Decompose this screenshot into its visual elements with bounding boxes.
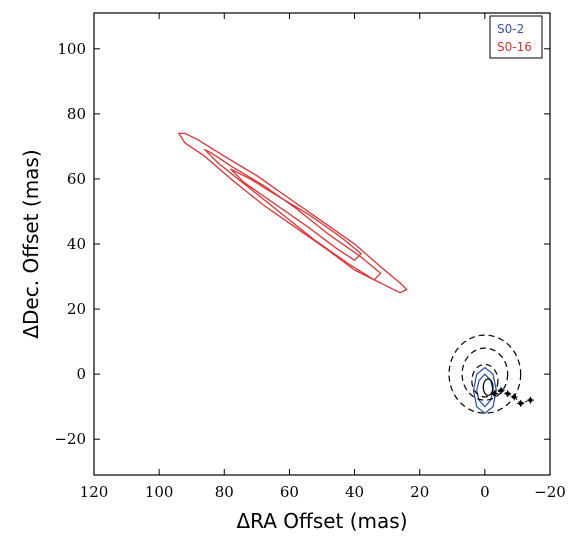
y-tick-label: 60 <box>67 170 86 188</box>
y-tick-label: 20 <box>67 300 86 318</box>
x-axis-label: ΔRA Offset (mas) <box>236 509 407 533</box>
s0-2-contour-2 <box>476 373 494 408</box>
s0-16-contour-3 <box>230 168 362 261</box>
x-tick-label: 20 <box>410 483 429 501</box>
x-tick-label: 0 <box>480 483 490 501</box>
y-tick-label: 40 <box>67 235 86 253</box>
y-tick-label: 80 <box>67 105 86 123</box>
x-tick-label: −20 <box>534 483 566 501</box>
reference-point-6 <box>526 396 534 404</box>
reference-point-3 <box>504 390 512 398</box>
reference-point-2 <box>497 386 505 394</box>
y-tick-label: 0 <box>76 365 86 383</box>
reference-ellipse-4 <box>482 378 494 396</box>
s0-16-contour-2 <box>204 148 382 281</box>
x-tick-label: 60 <box>280 483 299 501</box>
s0-2-contour-1 <box>472 366 497 414</box>
x-tick-label: 80 <box>215 483 234 501</box>
plot-frame <box>93 12 551 476</box>
reference-point-4 <box>510 393 518 401</box>
x-tick-label: 120 <box>80 483 109 501</box>
y-tick-label: 100 <box>57 40 86 58</box>
legend-entry-s0-2: S0-2 <box>497 22 524 36</box>
plot-area <box>178 132 534 414</box>
x-tick-label: 100 <box>145 483 174 501</box>
legend-entry-s0-16: S0-16 <box>497 40 532 54</box>
y-axis-label: ΔDec. Offset (mas) <box>19 149 43 338</box>
legend-box <box>489 15 543 59</box>
y-tick-label: −20 <box>54 430 86 448</box>
reference-ellipse-3 <box>471 363 499 398</box>
reference-point-1 <box>491 390 499 398</box>
reference-ellipse-1 <box>448 334 522 414</box>
x-tick-label: 40 <box>345 483 364 501</box>
legend: S0-2 S0-16 <box>489 15 543 59</box>
axis-ticks: 120 100 80 60 40 20 0 −20 −20 0 20 40 60 80 100 <box>54 13 566 501</box>
reference-ellipse-2 <box>461 347 509 401</box>
s0-16-contour-1 <box>178 132 408 294</box>
reference-point-5 <box>517 399 525 407</box>
